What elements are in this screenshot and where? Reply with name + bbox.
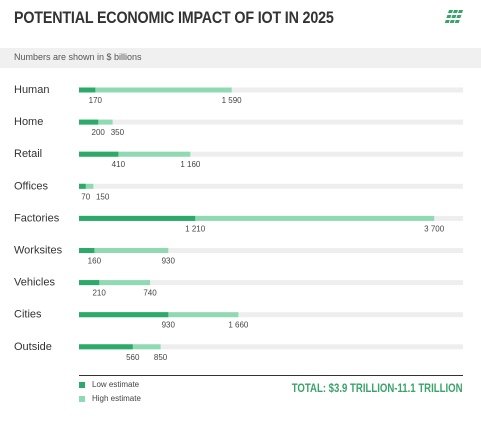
bar-track-offices bbox=[79, 183, 463, 189]
category-label-outside: Outside bbox=[14, 341, 52, 353]
grid-logo-icon bbox=[444, 10, 463, 23]
value-label-low-offices: 70 bbox=[81, 192, 90, 201]
bar-track-cities bbox=[79, 312, 463, 318]
value-label-high-vehicles: 740 bbox=[143, 289, 157, 298]
value-label-high-worksites: 930 bbox=[162, 257, 176, 266]
chart-subtitle: Numbers are shown in $ billions bbox=[14, 52, 142, 62]
subtitle-band: Numbers are shown in $ billions bbox=[0, 48, 481, 68]
legend-item-low: Low estimate bbox=[79, 380, 139, 389]
bar-track-retail bbox=[79, 151, 463, 157]
bar-high-factories bbox=[79, 215, 435, 221]
bar-track-outside bbox=[79, 344, 463, 350]
bar-low-offices bbox=[79, 183, 86, 189]
bar-chart: Human 170 1 590 Home 200 350 Retail 410 1 160 Off… bbox=[14, 84, 463, 362]
bottom-divider bbox=[79, 375, 463, 376]
category-label-cities: Cities bbox=[14, 309, 42, 321]
bar-track-vehicles bbox=[79, 280, 463, 286]
category-label-retail: Retail bbox=[14, 148, 42, 160]
legend-swatch-low bbox=[79, 381, 85, 388]
value-label-high-factories: 3 700 bbox=[424, 224, 445, 233]
category-label-offices: Offices bbox=[14, 180, 49, 192]
bar-low-outside bbox=[79, 344, 133, 350]
value-label-low-factories: 1 210 bbox=[185, 224, 206, 233]
bar-low-vehicles bbox=[79, 280, 100, 286]
bar-high-offices bbox=[79, 183, 94, 189]
value-label-low-human: 170 bbox=[89, 96, 103, 105]
legend-swatch-high bbox=[79, 395, 85, 402]
bar-high-retail bbox=[79, 151, 191, 157]
bar-high-vehicles bbox=[79, 280, 151, 286]
legend-item-high: High estimate bbox=[79, 394, 141, 403]
value-label-low-home: 200 bbox=[92, 128, 106, 137]
category-label-vehicles: Vehicles bbox=[14, 277, 55, 289]
bar-track-human bbox=[79, 87, 463, 93]
category-label-human: Human bbox=[14, 84, 49, 96]
value-label-low-worksites: 160 bbox=[88, 257, 102, 266]
legend-label-high: High estimate bbox=[92, 394, 141, 403]
bar-high-human bbox=[79, 87, 232, 93]
bar-low-worksites bbox=[79, 248, 95, 253]
bar-track-home bbox=[79, 119, 463, 125]
value-label-high-outside: 850 bbox=[154, 353, 168, 362]
category-label-worksites: Worksites bbox=[14, 245, 63, 257]
category-label-home: Home bbox=[14, 116, 43, 128]
value-label-high-home: 350 bbox=[111, 128, 125, 137]
category-label-factories: Factories bbox=[14, 212, 60, 224]
bar-low-factories bbox=[79, 215, 196, 221]
value-label-low-vehicles: 210 bbox=[92, 289, 106, 298]
bar-low-human bbox=[79, 87, 96, 93]
value-label-high-retail: 1 160 bbox=[180, 160, 201, 169]
value-label-low-outside: 560 bbox=[126, 353, 140, 362]
total-label: TOTAL: $3.9 TRILLION-11.1 TRILLION bbox=[292, 381, 463, 395]
chart-title: POTENTIAL ECONOMIC IMPACT OF IOT IN 2025 bbox=[14, 8, 334, 27]
bar-high-worksites bbox=[79, 248, 169, 253]
bar-low-home bbox=[79, 119, 99, 125]
bar-low-retail bbox=[79, 151, 119, 157]
value-label-low-cities: 930 bbox=[162, 321, 176, 330]
value-label-high-human: 1 590 bbox=[222, 96, 243, 105]
value-label-low-retail: 410 bbox=[112, 160, 126, 169]
legend-label-low: Low estimate bbox=[92, 380, 140, 389]
value-label-high-offices: 150 bbox=[96, 192, 110, 201]
bar-track-worksites bbox=[79, 248, 463, 253]
value-label-high-cities: 1 660 bbox=[228, 321, 249, 330]
bar-low-cities bbox=[79, 312, 169, 318]
